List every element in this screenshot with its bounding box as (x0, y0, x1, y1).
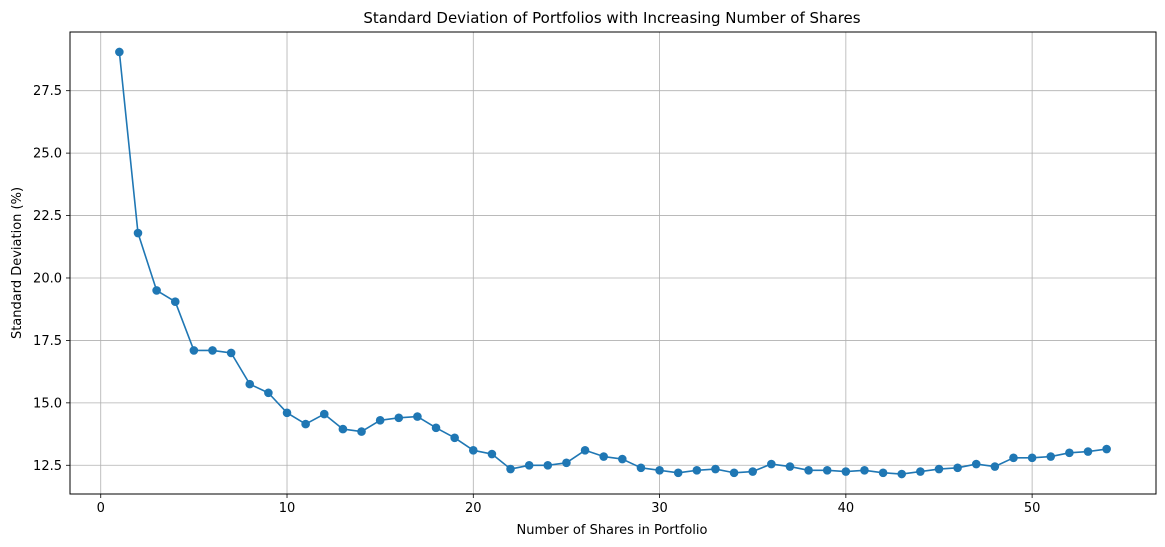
data-point (1065, 448, 1074, 458)
data-point (115, 47, 124, 57)
data-point (878, 468, 888, 478)
data-point (711, 464, 720, 474)
data-point (152, 286, 161, 295)
data-point (133, 228, 143, 238)
plot-frame (69, 31, 1157, 495)
data-point (208, 346, 217, 355)
data-point (767, 459, 776, 469)
data-point (729, 468, 739, 478)
data-point (841, 467, 851, 476)
data-point (599, 452, 608, 461)
x-tick-label: 0 (97, 501, 105, 516)
data-point (618, 454, 627, 464)
data-point (226, 348, 236, 358)
data-point (357, 427, 366, 436)
x-tick-label: 30 (651, 501, 668, 516)
y-tick-label: 27.5 (33, 84, 62, 99)
data-point (562, 458, 571, 468)
data-point (245, 379, 255, 389)
data-point (468, 445, 478, 455)
data-point (636, 463, 646, 473)
data-point (189, 346, 199, 355)
data-point (1046, 452, 1056, 461)
y-axis-label: Standard Deviation (%) (10, 187, 25, 339)
data-point (1083, 447, 1093, 456)
x-tick-label: 40 (838, 501, 855, 516)
data-point (375, 416, 385, 425)
data-point (282, 408, 292, 418)
y-tick-label: 22.5 (33, 209, 62, 224)
data-point (413, 412, 422, 421)
data-point (338, 424, 348, 434)
x-tick-label: 10 (279, 501, 296, 516)
y-tick-label: 15.0 (33, 396, 62, 411)
data-point (655, 465, 664, 475)
data-point (543, 460, 553, 470)
data-point (748, 467, 758, 476)
data-point (1027, 453, 1037, 463)
data-point (785, 462, 795, 471)
data-point (897, 469, 907, 479)
data-point (673, 468, 683, 478)
data-point (319, 409, 329, 419)
data-point (971, 459, 981, 469)
data-point (450, 433, 459, 443)
data-point (822, 465, 832, 475)
data-point (264, 388, 273, 398)
data-point (953, 463, 962, 473)
x-tick-label: 50 (1024, 501, 1041, 516)
x-axis-ticks: 0 10 20 30 40 50 (97, 494, 1041, 516)
y-axis-ticks: 12.5 15.0 17.5 20.0 22.5 25.0 27.5 (33, 84, 70, 474)
y-tick-label: 20.0 (33, 271, 62, 286)
x-tick-label: 20 (465, 501, 482, 516)
data-point (934, 464, 944, 474)
data-point (916, 467, 925, 476)
data-point (990, 462, 1000, 471)
data-point (431, 423, 441, 433)
y-tick-label: 25.0 (33, 147, 62, 162)
x-axis-label: Number of Shares in Portfolio (517, 523, 708, 538)
data-point (804, 465, 813, 475)
data-point (692, 465, 702, 475)
series (115, 47, 1111, 479)
chart-title: Standard Deviation of Portfolios with In… (363, 9, 860, 27)
data-point (1009, 453, 1018, 463)
data-point (170, 297, 180, 307)
data-point (860, 465, 869, 475)
data-point (580, 445, 590, 455)
y-tick-label: 12.5 (33, 459, 62, 474)
data-point (524, 460, 534, 470)
data-point (487, 449, 497, 459)
data-point (394, 413, 404, 423)
data-point (301, 419, 310, 429)
data-point (506, 464, 515, 474)
data-point (1102, 444, 1111, 454)
y-tick-label: 17.5 (33, 334, 62, 349)
